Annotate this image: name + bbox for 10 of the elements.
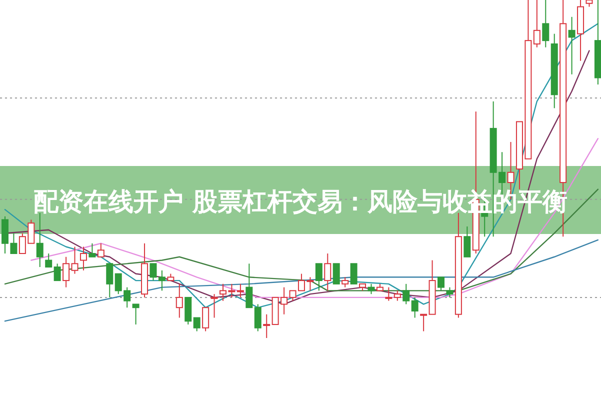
candlestick: [550, 33, 558, 109]
candlestick: [568, 16, 576, 75]
candlestick: [176, 283, 183, 318]
candlestick: [263, 314, 270, 338]
candlestick: [594, 0, 601, 85]
candlestick: [36, 212, 44, 268]
candlestick: [80, 246, 87, 271]
candlestick: [542, 0, 550, 48]
candlestick: [577, 0, 584, 62]
candlestick: [324, 253, 332, 292]
